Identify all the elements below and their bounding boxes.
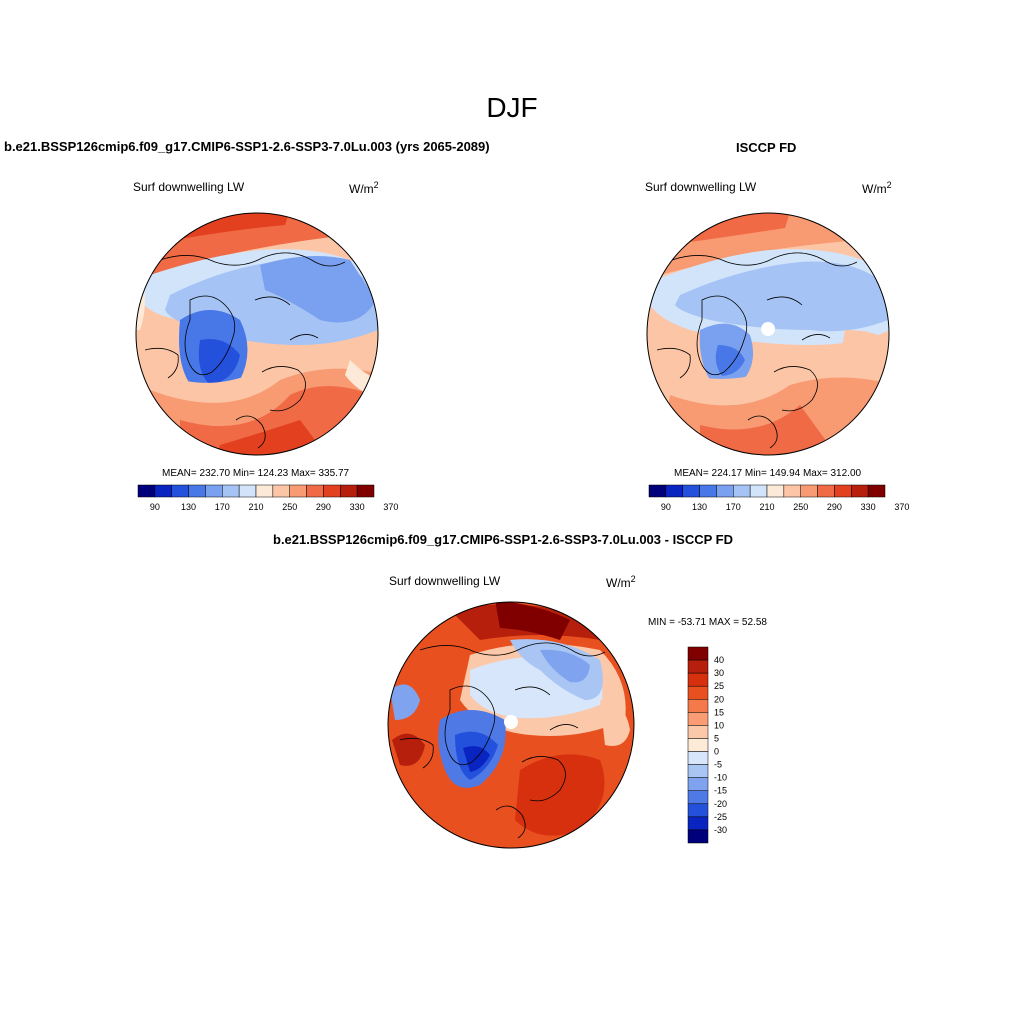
panel-model-title: b.e21.BSSP126cmip6.f09_g17.CMIP6-SSP1-2.… — [4, 139, 490, 154]
colorbar-label: 30 — [714, 668, 724, 678]
panel-model-units: W/m2 — [349, 180, 379, 196]
colorbar-swatch — [356, 484, 375, 498]
colorbar-swatch — [851, 484, 869, 498]
colorbar-label: 15 — [714, 707, 724, 717]
colorbar-swatch — [716, 484, 734, 498]
colorbar-label: 90 — [150, 502, 160, 512]
colorbar-label: 370 — [383, 502, 398, 512]
colorbar-swatch — [687, 672, 709, 687]
figure-title: DJF — [486, 92, 538, 123]
colorbar-swatch — [272, 484, 290, 498]
colorbar-swatch — [188, 484, 206, 498]
panel-obs-units: W/m2 — [862, 180, 892, 196]
colorbar-swatch — [682, 484, 700, 498]
colorbar-swatch — [834, 484, 852, 498]
colorbar-swatch — [137, 484, 156, 498]
colorbar-label: -10 — [714, 773, 727, 783]
colorbar-swatch — [817, 484, 835, 498]
colorbar-label: 40 — [714, 655, 724, 665]
colorbar-swatch — [171, 484, 189, 498]
colorbar-swatch — [238, 484, 257, 498]
colorbar-swatch — [800, 484, 818, 498]
colorbar-swatch — [665, 484, 683, 498]
panel-model-coastlines — [144, 252, 346, 449]
colorbar-swatch — [205, 484, 223, 498]
colorbar-swatch — [687, 829, 709, 844]
panel-diff-stats: MIN = -53.71 MAX = 52.58 — [648, 617, 767, 628]
colorbar-label: 210 — [759, 502, 774, 512]
colorbar-swatch — [648, 484, 667, 498]
colorbar-swatch — [687, 699, 709, 713]
colorbar-swatch — [687, 646, 709, 661]
panel-obs-stats: MEAN= 224.17 Min= 149.94 Max= 312.00 — [674, 468, 862, 479]
colorbar-label: 290 — [827, 502, 842, 512]
panel-obs-title: ISCCP FD — [736, 140, 797, 155]
colorbar-swatch — [306, 484, 324, 498]
panel-diff-title: b.e21.BSSP126cmip6.f09_g17.CMIP6-SSP1-2.… — [273, 532, 734, 547]
colorbar-label: -20 — [714, 799, 727, 809]
panel-diff-pole-gap — [504, 715, 518, 729]
panel-model-stats: MEAN= 232.70 Min= 124.23 Max= 335.77 — [162, 468, 350, 479]
colorbar-swatch — [687, 816, 709, 831]
colorbar-swatch — [154, 484, 172, 498]
colorbar-label: 130 — [181, 502, 196, 512]
colorbar-label: 290 — [316, 502, 331, 512]
colorbar-label: 130 — [692, 502, 707, 512]
colorbar-label: 250 — [793, 502, 808, 512]
colorbar-swatch — [687, 738, 709, 752]
colorbar-swatch — [340, 484, 358, 498]
panel-diff-units: W/m2 — [606, 574, 636, 590]
panel-model-colorbar: 90 130 170 210 250 290 330 370 — [137, 484, 398, 512]
panel-diff-variable: Surf downwelling LW — [389, 574, 501, 588]
colorbar-label: 370 — [894, 502, 909, 512]
colorbar-label: 20 — [714, 694, 724, 704]
colorbar-swatch — [867, 484, 886, 498]
colorbar-swatch — [289, 484, 307, 498]
panel-diff-colorbar: 40 30 25 20 15 10 5 0 -5 -10 -15 -20 -25 -30 — [687, 646, 727, 844]
colorbar-swatch — [687, 725, 709, 739]
colorbar-label: -25 — [714, 812, 727, 822]
panel-diff-coastlines — [399, 642, 606, 839]
colorbar-label: 170 — [215, 502, 230, 512]
colorbar-swatch — [687, 712, 709, 726]
colorbar-swatch — [733, 484, 751, 498]
colorbar-label: -30 — [714, 825, 727, 835]
colorbar-swatch — [323, 484, 341, 498]
colorbar-label: 250 — [282, 502, 297, 512]
colorbar-swatch — [749, 484, 768, 498]
colorbar-label: 25 — [714, 681, 724, 691]
colorbar-swatch — [766, 484, 785, 498]
colorbar-swatch — [687, 803, 709, 818]
colorbar-swatch — [783, 484, 801, 498]
colorbar-swatch — [687, 790, 709, 805]
colorbar-swatch — [699, 484, 717, 498]
panel-obs-coastlines — [656, 252, 858, 449]
panel-model-variable: Surf downwelling LW — [133, 180, 245, 194]
panel-obs-colorbar: 90 130 170 210 250 290 330 370 — [648, 484, 909, 512]
colorbar-label: 0 — [714, 747, 719, 757]
colorbar-label: -5 — [714, 760, 722, 770]
colorbar-label: 5 — [714, 733, 719, 743]
colorbar-label: 10 — [714, 720, 724, 730]
colorbar-swatch — [687, 659, 709, 674]
colorbar-swatch — [687, 777, 709, 791]
colorbar-label: -15 — [714, 786, 727, 796]
colorbar-swatch — [687, 751, 709, 765]
colorbar-swatch — [687, 764, 709, 778]
colorbar-label: 90 — [661, 502, 671, 512]
colorbar-label: 170 — [726, 502, 741, 512]
colorbar-label: 330 — [350, 502, 365, 512]
panel-obs-pole-gap — [761, 322, 775, 336]
colorbar-swatch — [222, 484, 240, 498]
colorbar-swatch — [255, 484, 274, 498]
colorbar-label: 210 — [248, 502, 263, 512]
panel-obs-variable: Surf downwelling LW — [645, 180, 757, 194]
colorbar-swatch — [687, 685, 709, 700]
colorbar-label: 330 — [861, 502, 876, 512]
